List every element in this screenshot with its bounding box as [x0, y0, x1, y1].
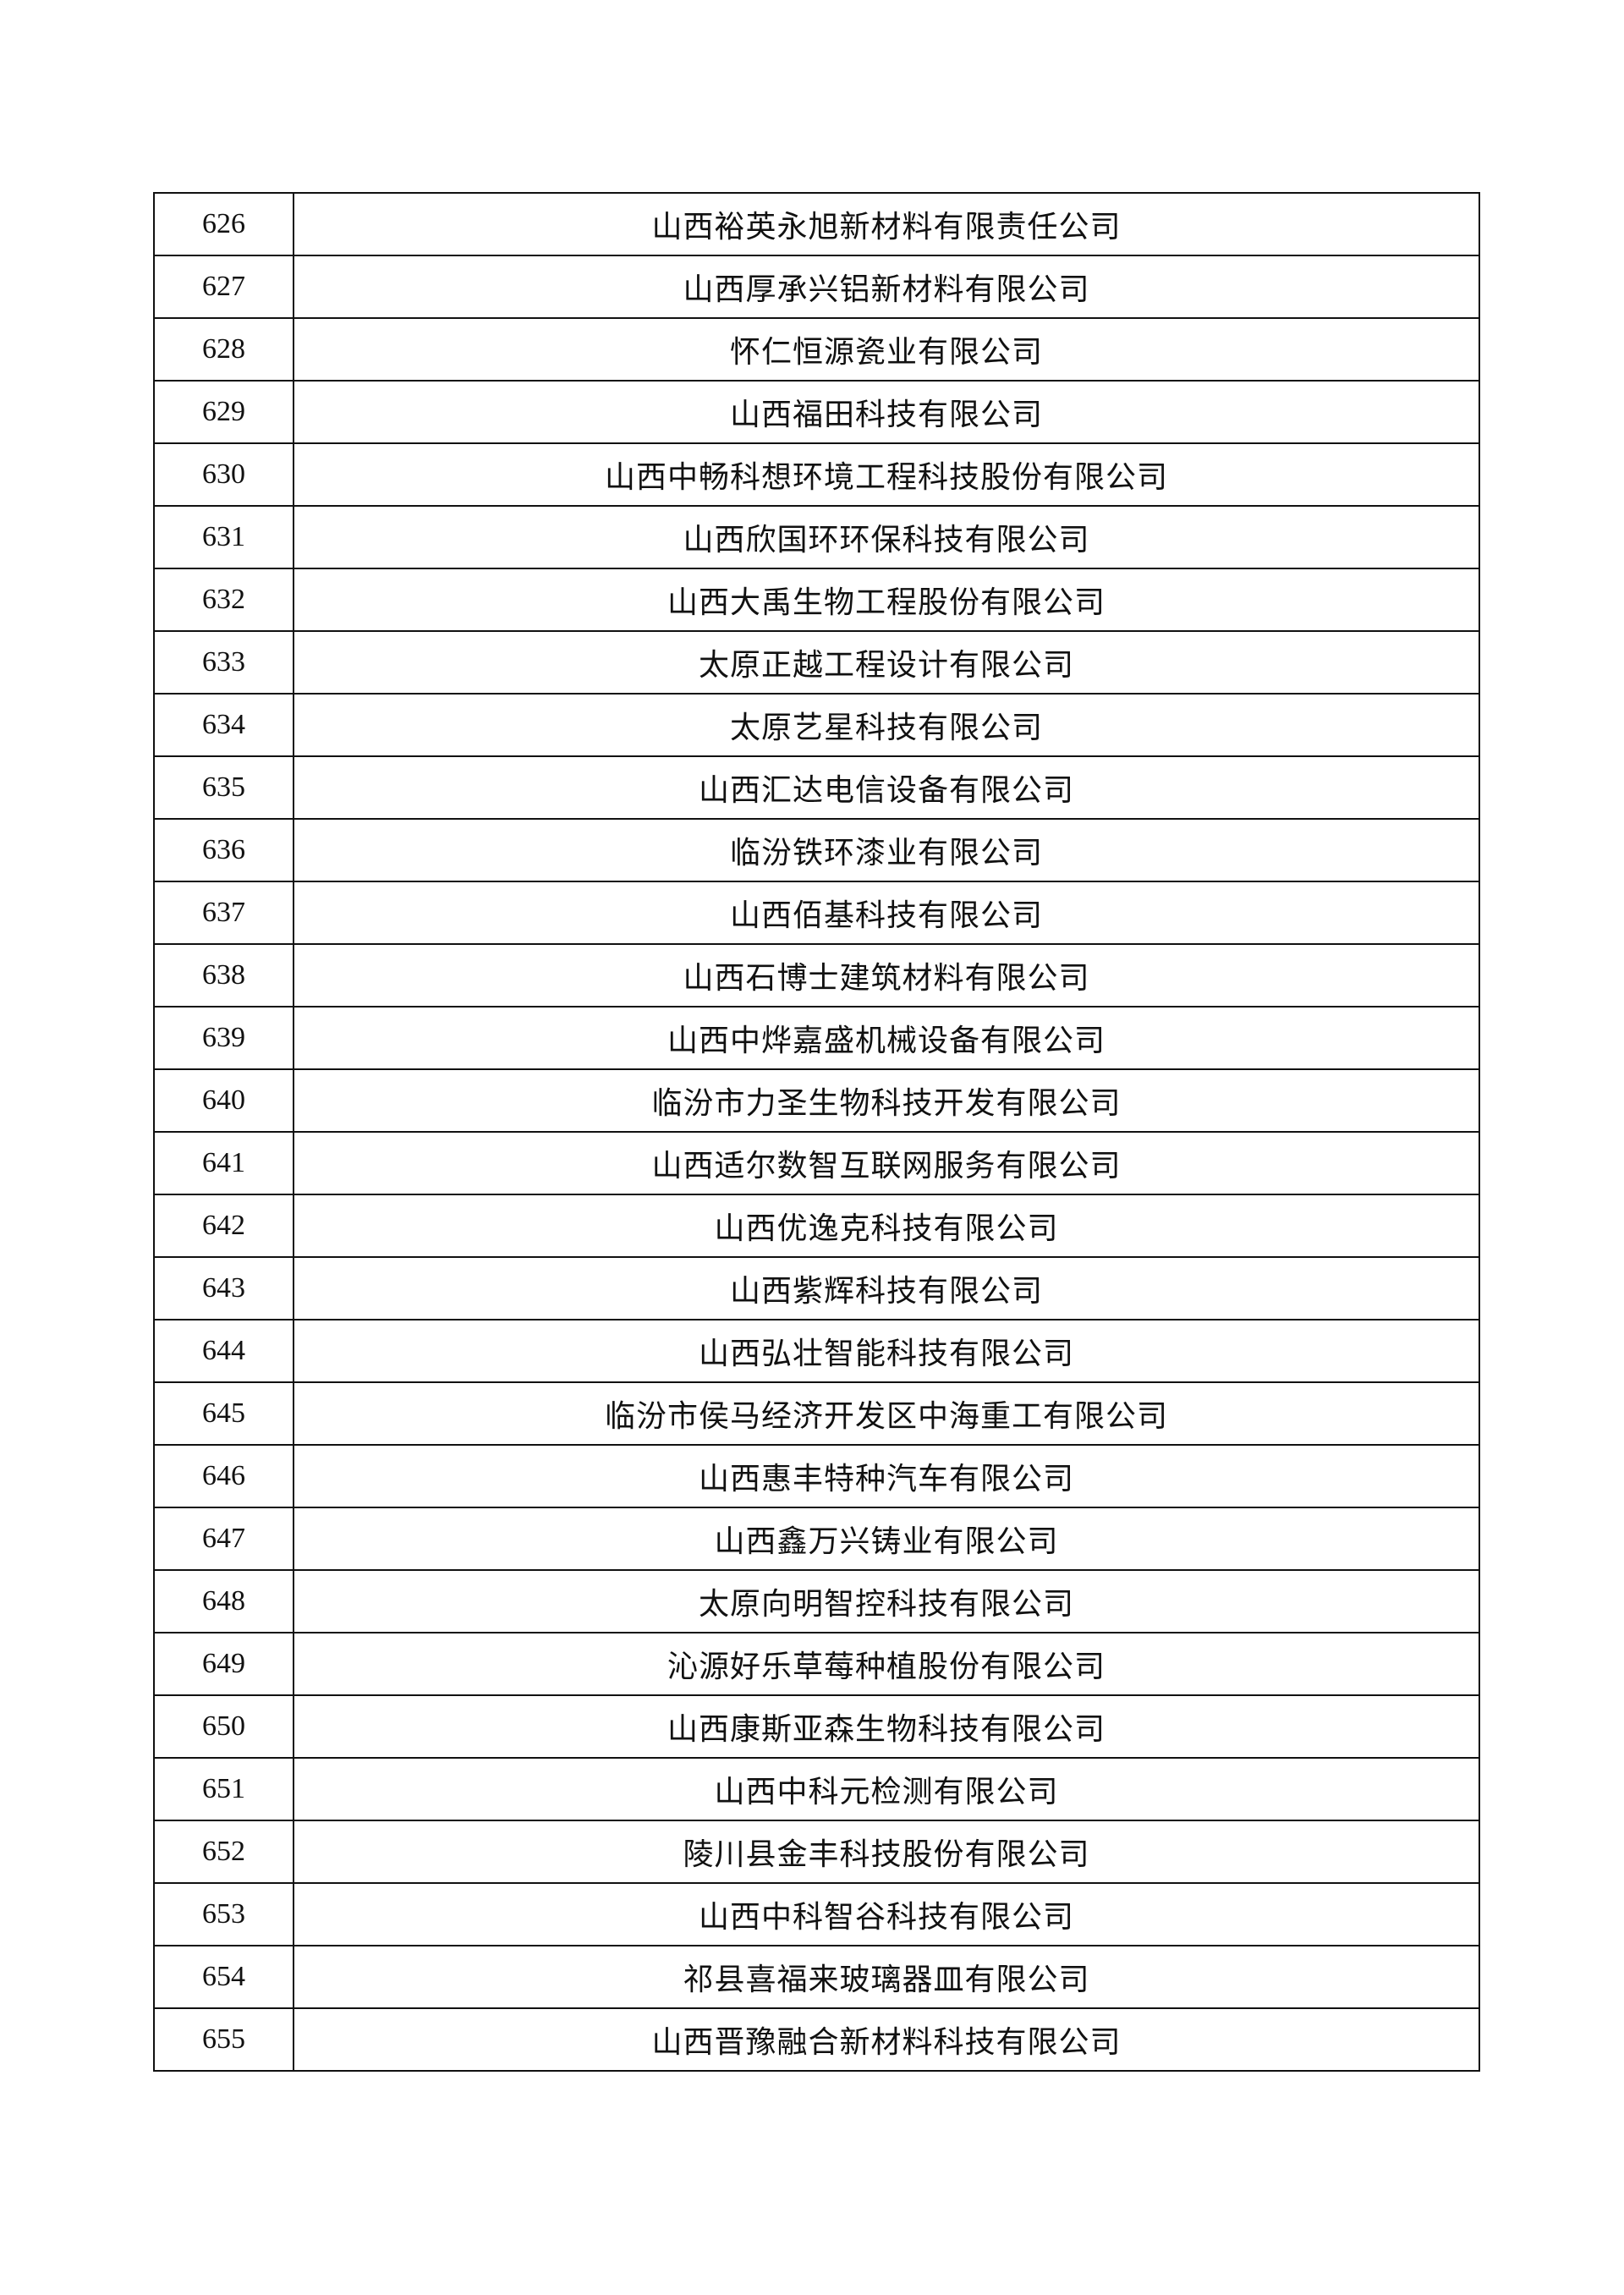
company-name: 山西石博士建筑材料有限公司: [293, 943, 1480, 1007]
row-number: 627: [153, 255, 294, 319]
company-name: 山西鑫万兴铸业有限公司: [293, 1507, 1480, 1571]
company-name: 临汾市力圣生物科技开发有限公司: [293, 1068, 1480, 1133]
table-row: 651 山西中科元检测有限公司: [153, 1757, 1480, 1821]
table-row: 647 山西鑫万兴铸业有限公司: [153, 1507, 1480, 1571]
table-row: 633 太原正越工程设计有限公司: [153, 630, 1480, 695]
table-row: 641 山西适尔数智互联网服务有限公司: [153, 1131, 1480, 1195]
table-row: 632 山西大禹生物工程股份有限公司: [153, 568, 1480, 632]
company-name: 陵川县金丰科技股份有限公司: [293, 1820, 1480, 1884]
row-number: 653: [153, 1882, 294, 1946]
company-name: 祁县喜福来玻璃器皿有限公司: [293, 1945, 1480, 2009]
row-number: 650: [153, 1694, 294, 1759]
row-number: 634: [153, 693, 294, 757]
table-row: 648 太原向明智控科技有限公司: [153, 1569, 1480, 1633]
table-row: 637 山西佰基科技有限公司: [153, 881, 1480, 945]
row-number: 631: [153, 505, 294, 569]
company-name: 山西中科智谷科技有限公司: [293, 1882, 1480, 1946]
row-number: 630: [153, 442, 294, 507]
table-row: 639 山西中烨嘉盛机械设备有限公司: [153, 1006, 1480, 1070]
table-row: 654 祁县喜福来玻璃器皿有限公司: [153, 1945, 1480, 2009]
company-name: 山西康斯亚森生物科技有限公司: [293, 1694, 1480, 1759]
table-row: 646 山西惠丰特种汽车有限公司: [153, 1444, 1480, 1508]
table-row: 652 陵川县金丰科技股份有限公司: [153, 1820, 1480, 1884]
row-number: 640: [153, 1068, 294, 1133]
table-row: 655 山西晋豫融合新材料科技有限公司: [153, 2007, 1480, 2072]
company-name: 沁源好乐草莓种植股份有限公司: [293, 1632, 1480, 1696]
row-number: 645: [153, 1381, 294, 1446]
table-body: 626 山西裕英永旭新材料有限责任公司 627 山西厚承兴铝新材料有限公司 628 怀仁恒…: [153, 192, 1480, 2072]
row-number: 629: [153, 380, 294, 444]
row-number: 652: [153, 1820, 294, 1884]
row-number: 644: [153, 1319, 294, 1383]
row-number: 655: [153, 2007, 294, 2072]
table-row: 644 山西弘壮智能科技有限公司: [153, 1319, 1480, 1383]
table-row: 643 山西紫辉科技有限公司: [153, 1256, 1480, 1320]
company-name: 怀仁恒源瓷业有限公司: [293, 317, 1480, 382]
row-number: 639: [153, 1006, 294, 1070]
company-name: 山西大禹生物工程股份有限公司: [293, 568, 1480, 632]
company-name: 山西汇达电信设备有限公司: [293, 755, 1480, 820]
row-number: 642: [153, 1194, 294, 1258]
table-row: 631 山西欣国环环保科技有限公司: [153, 505, 1480, 569]
company-name: 山西中科元检测有限公司: [293, 1757, 1480, 1821]
company-name: 山西佰基科技有限公司: [293, 881, 1480, 945]
company-name: 山西优逸克科技有限公司: [293, 1194, 1480, 1258]
table-row: 635 山西汇达电信设备有限公司: [153, 755, 1480, 820]
row-number: 641: [153, 1131, 294, 1195]
row-number: 637: [153, 881, 294, 945]
company-name: 山西适尔数智互联网服务有限公司: [293, 1131, 1480, 1195]
row-number: 651: [153, 1757, 294, 1821]
table-row: 628 怀仁恒源瓷业有限公司: [153, 317, 1480, 382]
company-name: 山西晋豫融合新材料科技有限公司: [293, 2007, 1480, 2072]
table-row: 645 临汾市侯马经济开发区中海重工有限公司: [153, 1381, 1480, 1446]
row-number: 649: [153, 1632, 294, 1696]
table-row: 650 山西康斯亚森生物科技有限公司: [153, 1694, 1480, 1759]
table-row: 642 山西优逸克科技有限公司: [153, 1194, 1480, 1258]
table-row: 627 山西厚承兴铝新材料有限公司: [153, 255, 1480, 319]
row-number: 654: [153, 1945, 294, 2009]
row-number: 636: [153, 818, 294, 882]
company-name: 山西厚承兴铝新材料有限公司: [293, 255, 1480, 319]
company-name: 山西裕英永旭新材料有限责任公司: [293, 192, 1480, 256]
row-number: 647: [153, 1507, 294, 1571]
table-row: 649 沁源好乐草莓种植股份有限公司: [153, 1632, 1480, 1696]
company-name: 太原正越工程设计有限公司: [293, 630, 1480, 695]
row-number: 648: [153, 1569, 294, 1633]
row-number: 635: [153, 755, 294, 820]
table-row: 634 太原艺星科技有限公司: [153, 693, 1480, 757]
row-number: 638: [153, 943, 294, 1007]
company-name: 太原向明智控科技有限公司: [293, 1569, 1480, 1633]
row-number: 643: [153, 1256, 294, 1320]
table-row: 630 山西中畅科想环境工程科技股份有限公司: [153, 442, 1480, 507]
company-name: 山西弘壮智能科技有限公司: [293, 1319, 1480, 1383]
table-row: 640 临汾市力圣生物科技开发有限公司: [153, 1068, 1480, 1133]
company-name: 临汾市侯马经济开发区中海重工有限公司: [293, 1381, 1480, 1446]
row-number: 628: [153, 317, 294, 382]
row-number: 626: [153, 192, 294, 256]
table-row: 653 山西中科智谷科技有限公司: [153, 1882, 1480, 1946]
table-row: 629 山西福田科技有限公司: [153, 380, 1480, 444]
company-name: 太原艺星科技有限公司: [293, 693, 1480, 757]
row-number: 632: [153, 568, 294, 632]
company-name: 山西福田科技有限公司: [293, 380, 1480, 444]
company-name: 山西欣国环环保科技有限公司: [293, 505, 1480, 569]
company-name: 临汾铁环漆业有限公司: [293, 818, 1480, 882]
table-row: 636 临汾铁环漆业有限公司: [153, 818, 1480, 882]
row-number: 646: [153, 1444, 294, 1508]
table-row: 626 山西裕英永旭新材料有限责任公司: [153, 192, 1480, 256]
table-row: 638 山西石博士建筑材料有限公司: [153, 943, 1480, 1007]
company-name: 山西中畅科想环境工程科技股份有限公司: [293, 442, 1480, 507]
company-name: 山西紫辉科技有限公司: [293, 1256, 1480, 1320]
row-number: 633: [153, 630, 294, 695]
company-list-table: 626 山西裕英永旭新材料有限责任公司 627 山西厚承兴铝新材料有限公司 628 怀仁恒…: [153, 192, 1480, 2072]
company-name: 山西惠丰特种汽车有限公司: [293, 1444, 1480, 1508]
company-name: 山西中烨嘉盛机械设备有限公司: [293, 1006, 1480, 1070]
